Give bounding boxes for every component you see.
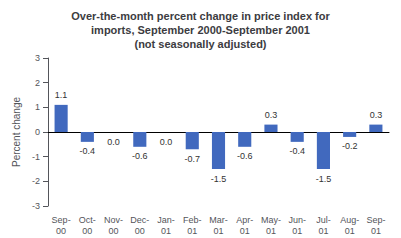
svg-text:Mar-: Mar- — [209, 215, 228, 225]
svg-text:Dec-: Dec- — [130, 215, 149, 225]
svg-text:-1.5: -1.5 — [316, 174, 332, 184]
svg-text:0: 0 — [35, 127, 40, 137]
svg-text:-0.2: -0.2 — [342, 141, 358, 151]
svg-text:May-: May- — [261, 215, 281, 225]
svg-text:-0.4: -0.4 — [289, 146, 305, 156]
svg-text:-3: -3 — [32, 201, 40, 211]
svg-text:Aug-: Aug- — [340, 215, 359, 225]
svg-text:Sep-: Sep- — [366, 215, 385, 225]
svg-text:-0.7: -0.7 — [185, 154, 201, 164]
svg-text:3: 3 — [35, 53, 40, 63]
svg-text:Percent change: Percent change — [11, 97, 22, 167]
svg-text:01: 01 — [371, 226, 381, 236]
svg-text:-0.4: -0.4 — [80, 146, 96, 156]
svg-text:1.1: 1.1 — [55, 90, 68, 100]
svg-text:01: 01 — [187, 226, 197, 236]
svg-text:Oct-: Oct- — [79, 215, 96, 225]
svg-text:Sep-: Sep- — [52, 215, 71, 225]
svg-text:01: 01 — [240, 226, 250, 236]
svg-text:0.3: 0.3 — [370, 110, 383, 120]
svg-text:imports, September 2000-Septem: imports, September 2000-September 2001 — [91, 24, 310, 36]
svg-text:-1.5: -1.5 — [211, 174, 227, 184]
svg-text:Apr-: Apr- — [236, 215, 253, 225]
svg-text:0.0: 0.0 — [160, 137, 173, 147]
svg-text:Over-the-month percent change: Over-the-month percent change in price i… — [71, 10, 330, 22]
svg-text:Jul-: Jul- — [316, 215, 331, 225]
svg-text:Feb-: Feb- — [183, 215, 202, 225]
svg-text:2: 2 — [35, 78, 40, 88]
svg-text:00: 00 — [56, 226, 66, 236]
svg-text:-2: -2 — [32, 176, 40, 186]
svg-text:01: 01 — [213, 226, 223, 236]
svg-text:-0.6: -0.6 — [132, 151, 148, 161]
svg-text:00: 00 — [82, 226, 92, 236]
svg-text:01: 01 — [266, 226, 276, 236]
svg-text:01: 01 — [318, 226, 328, 236]
svg-text:-0.6: -0.6 — [237, 151, 253, 161]
svg-text:Jun-: Jun- — [288, 215, 306, 225]
svg-text:00: 00 — [109, 226, 119, 236]
svg-text:Jan-: Jan- — [157, 215, 175, 225]
svg-text:(not seasonally adjusted): (not seasonally adjusted) — [134, 38, 266, 50]
svg-text:01: 01 — [161, 226, 171, 236]
svg-text:01: 01 — [292, 226, 302, 236]
svg-text:01: 01 — [345, 226, 355, 236]
svg-text:00: 00 — [135, 226, 145, 236]
svg-text:Nov-: Nov- — [104, 215, 123, 225]
svg-text:0.0: 0.0 — [107, 137, 120, 147]
svg-text:0.3: 0.3 — [265, 110, 278, 120]
svg-text:-1: -1 — [32, 152, 40, 162]
svg-text:1: 1 — [35, 102, 40, 112]
